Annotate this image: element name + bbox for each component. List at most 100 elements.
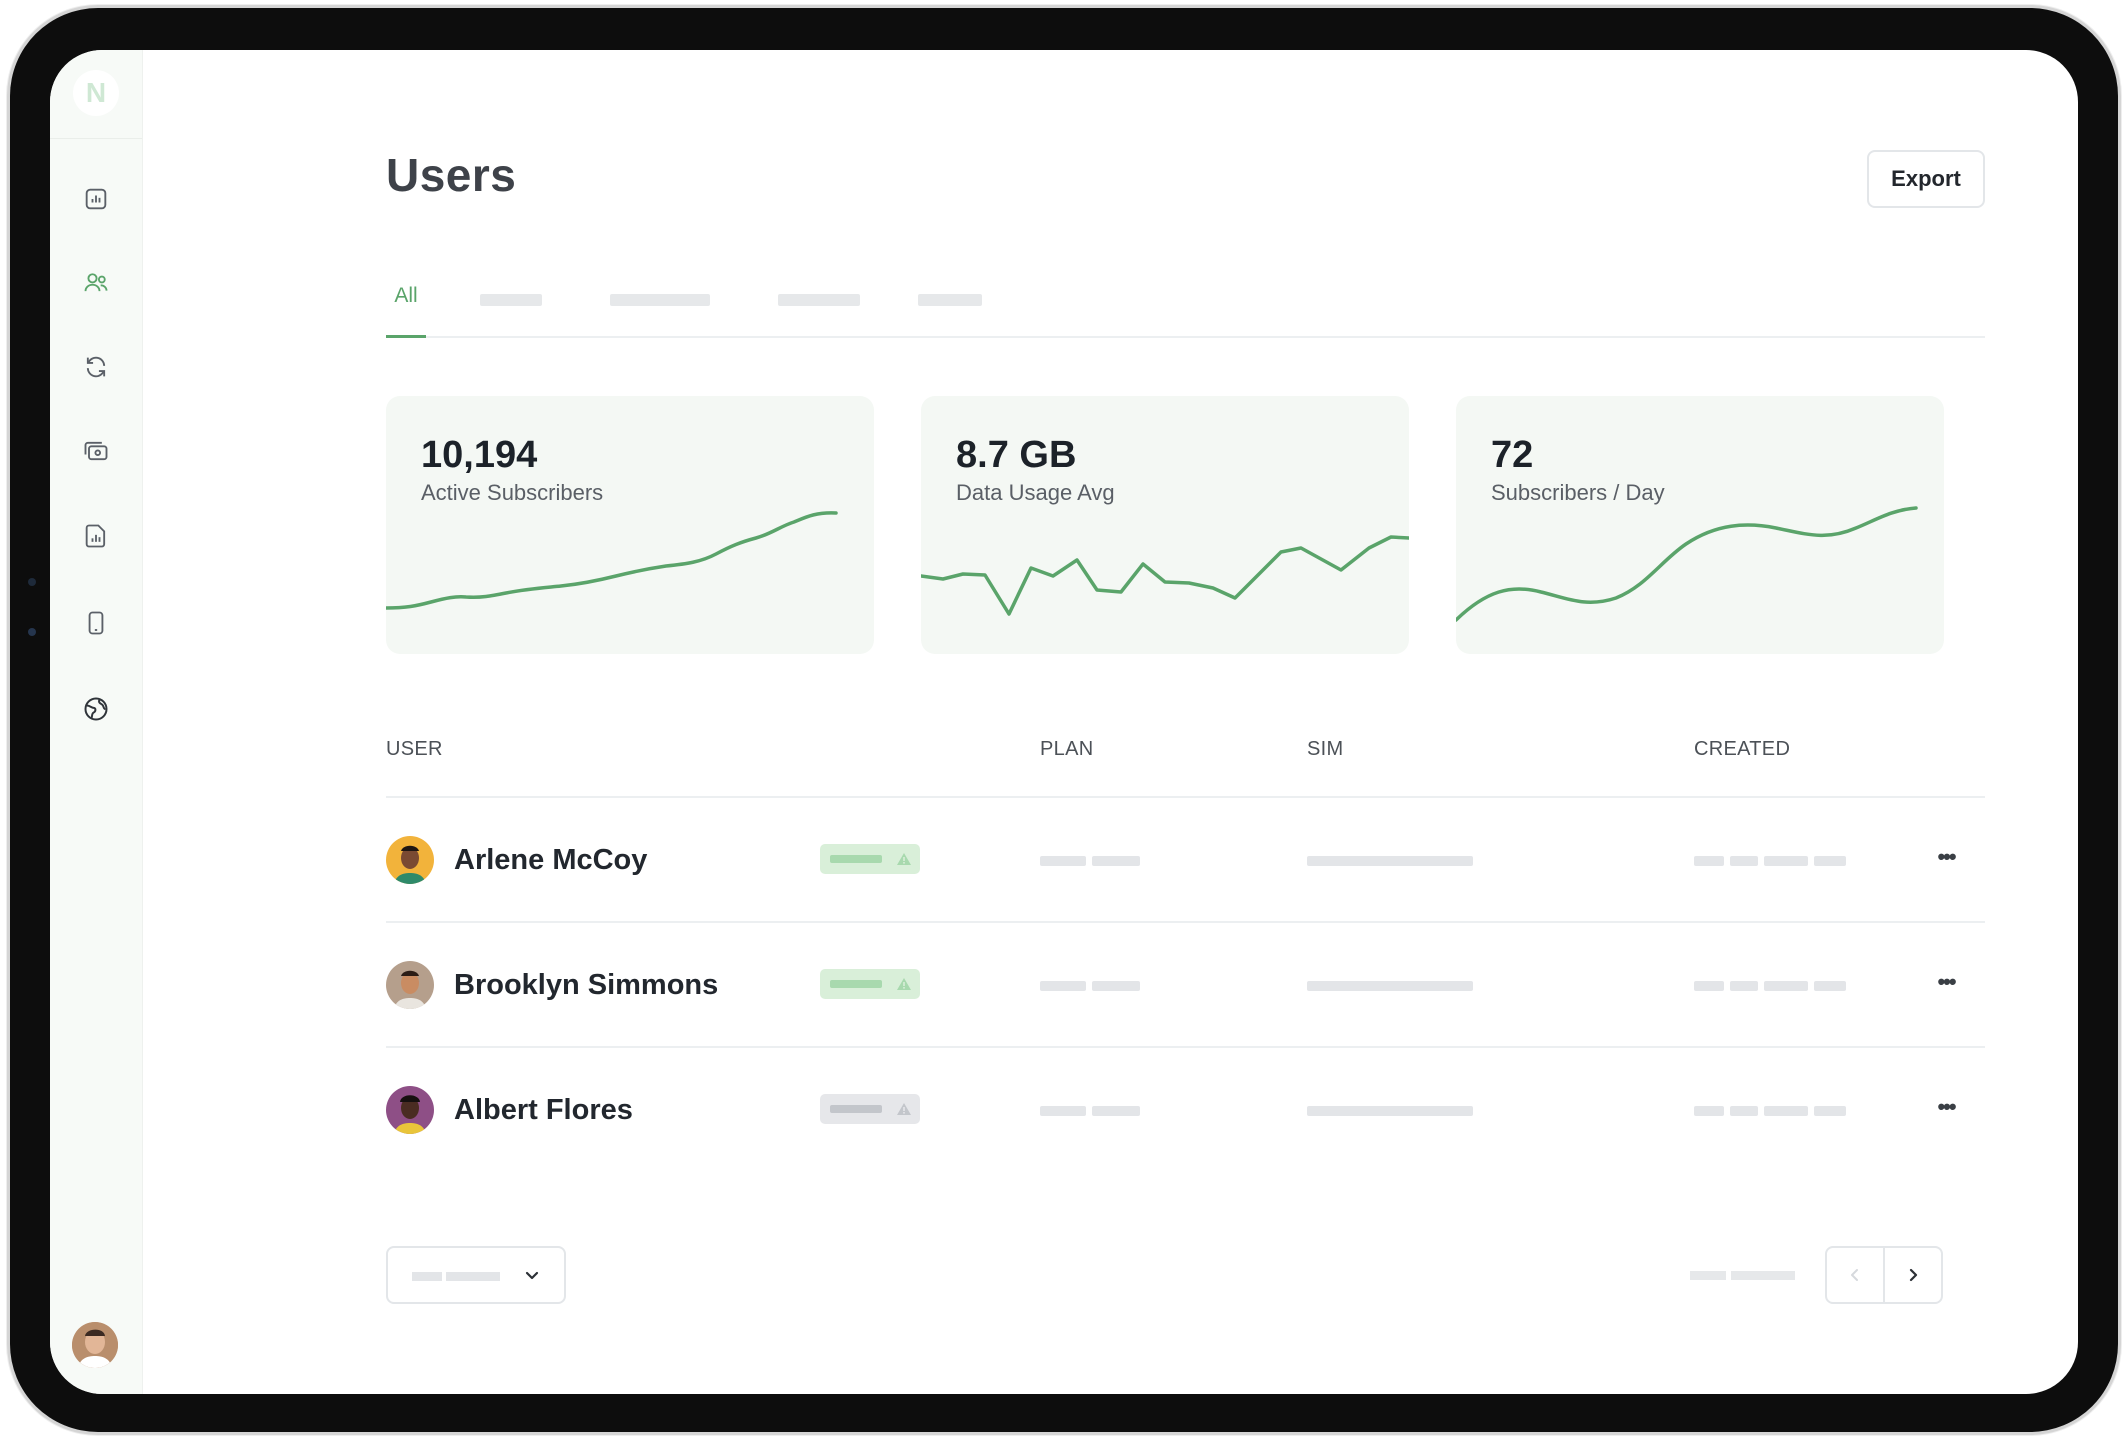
user-name[interactable]: Brooklyn Simmons <box>454 969 719 1001</box>
sidebar-divider <box>50 138 142 139</box>
bar-chart-icon <box>85 188 107 210</box>
stat-value: 72 <box>1491 434 1534 476</box>
select-placeholder <box>446 1272 500 1281</box>
pagination-info-placeholder <box>1690 1271 1726 1280</box>
current-user-avatar[interactable] <box>72 1322 118 1368</box>
user-name[interactable]: Arlene McCoy <box>454 844 648 876</box>
tab-placeholder[interactable] <box>480 294 542 306</box>
created-placeholder <box>1764 856 1808 866</box>
rows-per-page-select[interactable] <box>386 1246 566 1304</box>
pagination <box>1825 1246 1943 1304</box>
sidebar-item-dashboard[interactable] <box>78 181 114 217</box>
refresh-icon <box>86 356 106 378</box>
page-title: Users <box>386 149 517 201</box>
created-placeholder <box>1814 856 1846 866</box>
stat-card-data-usage: 8.7 GB Data Usage Avg <box>921 396 1409 654</box>
sparkline-subscribers-day <box>1456 506 1918 622</box>
tab-bar: All <box>386 276 1985 338</box>
main-content: Users Export All 10,194 Active Subscribe… <box>142 50 2078 1394</box>
screen: N <box>50 50 2078 1394</box>
sidebar-item-users[interactable] <box>78 265 114 301</box>
created-placeholder <box>1694 856 1724 866</box>
user-avatar <box>386 836 434 884</box>
table-row[interactable]: Arlene McCoy ••• <box>386 798 1985 922</box>
created-placeholder <box>1694 981 1724 991</box>
stat-label: Active Subscribers <box>421 480 604 505</box>
sparkline-subscribers <box>386 511 838 610</box>
warning-icon <box>897 853 911 865</box>
created-placeholder <box>1730 856 1758 866</box>
sidebar-item-devices[interactable] <box>78 605 114 641</box>
tablet-frame: N <box>10 8 2118 1432</box>
sidebar-item-sync[interactable] <box>78 349 114 385</box>
sidebar-item-reports[interactable] <box>78 518 114 554</box>
warning-icon <box>897 978 911 990</box>
camera-dot <box>28 578 36 586</box>
sensor-dot <box>28 628 36 636</box>
select-placeholder <box>412 1272 442 1281</box>
user-name[interactable]: Albert Flores <box>454 1094 633 1126</box>
chevron-left-icon <box>1851 1269 1858 1281</box>
stat-value: 8.7 GB <box>956 434 1077 476</box>
table-row[interactable]: Albert Flores ••• <box>386 1048 1985 1172</box>
row-actions-button[interactable]: ••• <box>1937 844 1956 869</box>
table-row[interactable]: Brooklyn Simmons ••• <box>386 923 1985 1047</box>
stat-label: Subscribers / Day <box>1491 480 1665 505</box>
previous-page-button[interactable] <box>1827 1248 1883 1302</box>
sidebar-item-network[interactable] <box>78 691 114 727</box>
user-avatar <box>386 1086 434 1134</box>
users-icon <box>84 273 108 292</box>
next-page-button[interactable] <box>1883 1248 1941 1302</box>
tab-placeholder[interactable] <box>918 294 982 306</box>
tab-placeholder[interactable] <box>778 294 860 306</box>
pagination-info-placeholder <box>1731 1271 1795 1280</box>
globe-icon <box>84 697 108 721</box>
created-placeholder <box>1764 1106 1808 1116</box>
sim-placeholder <box>1307 981 1473 991</box>
logo[interactable]: N <box>73 70 119 116</box>
sparkline-data-usage <box>921 535 1409 616</box>
created-placeholder <box>1814 1106 1846 1116</box>
stat-label: Data Usage Avg <box>956 480 1115 505</box>
table-divider <box>386 1046 1985 1048</box>
plan-placeholder <box>1040 856 1086 866</box>
plan-placeholder <box>1040 981 1086 991</box>
warning-icon <box>897 1103 911 1115</box>
created-placeholder <box>1764 981 1808 991</box>
sidebar-item-billing[interactable] <box>78 433 114 469</box>
logo-letter: N <box>85 77 107 108</box>
created-placeholder <box>1694 1106 1724 1116</box>
created-placeholder <box>1814 981 1846 991</box>
sidebar: N <box>50 50 143 1394</box>
plan-placeholder <box>1092 856 1140 866</box>
column-header-plan[interactable]: PLAN <box>1040 738 1094 760</box>
cash-icon <box>84 441 108 461</box>
column-header-created[interactable]: CREATED <box>1694 738 1791 760</box>
export-button[interactable]: Export <box>1867 150 1985 208</box>
sim-placeholder <box>1307 856 1473 866</box>
row-actions-button[interactable]: ••• <box>1937 969 1956 994</box>
table-divider <box>386 796 1985 798</box>
sim-placeholder <box>1307 1106 1473 1116</box>
status-badge <box>820 969 920 999</box>
status-badge <box>820 1094 920 1124</box>
stat-card-subscribers-per-day: 72 Subscribers / Day <box>1456 396 1944 654</box>
created-placeholder <box>1730 1106 1758 1116</box>
tab-all[interactable]: All <box>386 276 426 338</box>
created-placeholder <box>1730 981 1758 991</box>
profile-photo <box>72 1322 118 1368</box>
phone-icon <box>88 611 104 635</box>
column-header-sim[interactable]: SIM <box>1307 738 1344 760</box>
user-avatar <box>386 961 434 1009</box>
chevron-right-icon <box>1909 1268 1918 1282</box>
report-icon <box>85 524 106 548</box>
stat-card-active-subscribers: 10,194 Active Subscribers <box>386 396 874 654</box>
plan-placeholder <box>1040 1106 1086 1116</box>
stat-value: 10,194 <box>421 434 538 476</box>
chevron-down-icon <box>525 1271 539 1280</box>
plan-placeholder <box>1092 1106 1140 1116</box>
tab-placeholder[interactable] <box>610 294 710 306</box>
column-header-user[interactable]: USER <box>386 738 443 760</box>
table-divider <box>386 921 1985 923</box>
row-actions-button[interactable]: ••• <box>1937 1094 1956 1119</box>
